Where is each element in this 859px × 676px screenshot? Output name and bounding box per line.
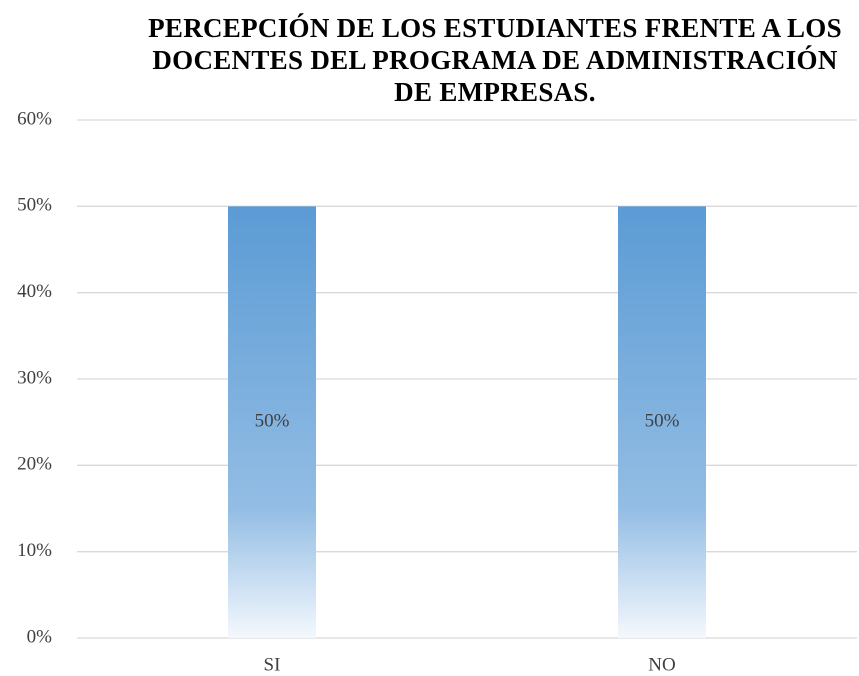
data-label: 50%: [255, 411, 290, 432]
y-tick-label: 10%: [17, 540, 52, 561]
bar: [618, 206, 706, 639]
chart-title: PERCEPCIÓN DE LOS ESTUDIANTES FRENTE A L…: [148, 13, 842, 107]
data-label: 50%: [645, 411, 680, 432]
x-tick-label: SI: [264, 654, 281, 675]
y-tick-label: 20%: [17, 454, 52, 475]
x-tick-label: NO: [648, 654, 675, 675]
y-tick-label: 60%: [17, 108, 52, 129]
y-tick-label: 40%: [17, 281, 52, 302]
bar: [228, 206, 316, 639]
y-tick-label: 30%: [17, 367, 52, 388]
y-tick-label: 0%: [27, 626, 53, 647]
y-tick-label: 50%: [17, 195, 52, 216]
